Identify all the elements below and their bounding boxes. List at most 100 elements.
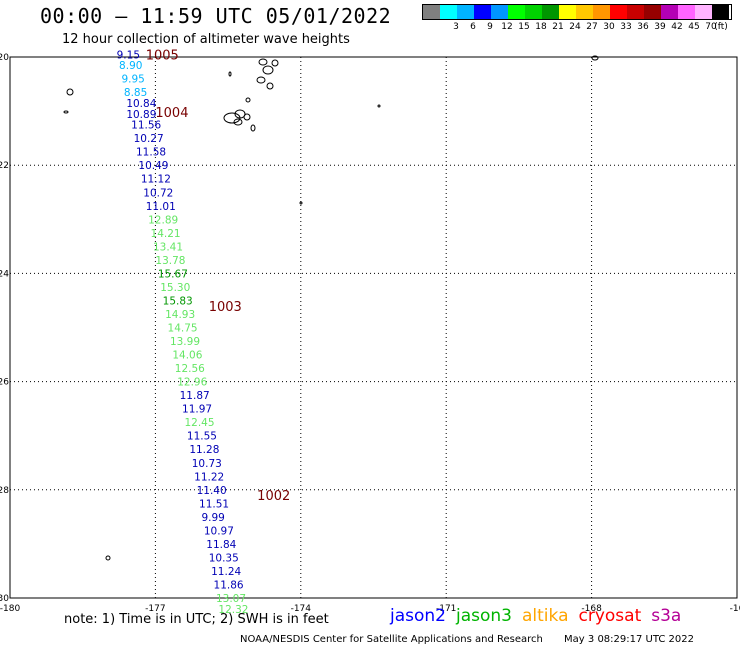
wave-height-label: 14.93 [165, 309, 195, 321]
map-title: 00:00 – 11:59 UTC 05/01/2022 [40, 4, 392, 28]
wave-height-label: 11.12 [141, 174, 171, 186]
wave-height-label: 12.32 [218, 604, 248, 616]
island-outline [250, 124, 256, 132]
wave-height-label: 10.27 [134, 133, 164, 145]
wave-height-label: 10.72 [143, 187, 173, 199]
island-outline [377, 104, 381, 108]
wave-height-label: 11.84 [206, 539, 236, 551]
legend-swatch [474, 5, 491, 19]
wave-height-label: 11.22 [194, 471, 224, 483]
wave-height-label: 12.56 [175, 363, 205, 375]
island-outline [66, 88, 74, 96]
satellite-s3a: s3a [651, 606, 682, 626]
wave-height-label: 11.55 [187, 431, 217, 443]
wave-height-label: 14.21 [151, 228, 181, 240]
wave-height-label: 12.96 [177, 377, 207, 389]
legend-swatch [423, 5, 440, 19]
wave-height-label: 11.87 [180, 390, 210, 402]
island-outline [591, 55, 599, 61]
wave-height-label: 11.28 [189, 444, 219, 456]
wave-height-label: 13.41 [153, 241, 183, 253]
island-outline [228, 71, 232, 77]
wave-height-label: 10.49 [138, 160, 168, 172]
wave-height-label: 10.89 [126, 109, 156, 121]
lon-tick-label: -16 [730, 604, 740, 614]
wave-height-label: 11.01 [146, 201, 176, 213]
wave-height-label: 15.83 [163, 295, 193, 307]
legend-tick-label: 36 [637, 22, 649, 32]
legend-swatch [627, 5, 644, 19]
wave-height-label: 10.35 [209, 552, 239, 564]
legend-tick-label: 12 [501, 22, 513, 32]
wave-height-label: 11.40 [197, 485, 227, 497]
legend-swatch [508, 5, 525, 19]
legend-tick-label: 6 [470, 22, 476, 32]
legend-tick-label: 30 [603, 22, 615, 32]
lon-tick-label: -171 [436, 604, 456, 614]
island-outline [256, 76, 266, 84]
island-outlines [63, 55, 599, 561]
legend-swatch [576, 5, 593, 19]
wave-height-label: 10.84 [126, 98, 156, 110]
wave-height-label: 11.24 [211, 566, 241, 578]
legend-swatch [593, 5, 610, 19]
wave-height-label: 9.99 [201, 512, 224, 524]
lat-tick-label: -26 [0, 378, 9, 388]
legend-swatch [440, 5, 457, 19]
wave-height-label: 11.86 [214, 579, 244, 591]
island-outline [105, 555, 111, 561]
credit-line: NOAA/NESDIS Center for Satellite Applica… [240, 634, 694, 645]
wave-height-label: 8.90 [119, 60, 142, 72]
wave-height-label: 15.30 [160, 282, 190, 294]
island-outline [299, 201, 303, 205]
legend-tick-label: 39 [654, 22, 666, 32]
wave-height-label: 10.73 [192, 458, 222, 470]
island-outline [233, 118, 243, 126]
legend-swatch [661, 5, 678, 19]
legend-tick-label: 3 [453, 22, 459, 32]
legend-unit: (ft) [714, 22, 728, 32]
legend-tick-label: 21 [552, 22, 564, 32]
legend-swatch [644, 5, 661, 19]
legend-swatch [542, 5, 559, 19]
legend-swatch [525, 5, 542, 19]
pressure-label: 1004 [155, 106, 188, 121]
satellite-altika: altika [522, 606, 569, 626]
lat-tick-label: -24 [0, 269, 9, 279]
wave-height-label: 9.95 [121, 74, 144, 86]
wave-height-label: 14.06 [172, 350, 202, 362]
credit-text: NOAA/NESDIS Center for Satellite Applica… [240, 634, 543, 645]
wave-height-label: 11.58 [136, 147, 166, 159]
wave-height-label: 13.07 [216, 593, 246, 605]
lon-tick-label: -180 [0, 604, 20, 614]
wave-height-label: 11.56 [131, 120, 161, 132]
footer-note: note: 1) Time is in UTC; 2) SWH is in fe… [64, 612, 329, 627]
axis-tick-labels: -180 -177 -174 -171 -168 -16 -20 -22 -24 -26 -28 -3… [0, 53, 740, 614]
island-outline [243, 113, 251, 121]
legend-tick-label: 9 [487, 22, 493, 32]
legend-swatch [712, 5, 729, 19]
plot-border [9, 56, 738, 599]
map-frame [9, 56, 738, 599]
wave-height-label: 12.45 [184, 417, 214, 429]
wave-height-label: 9.15 [117, 49, 140, 61]
wave-height-label: 14.75 [168, 323, 198, 335]
wave-height-label: 8.85 [124, 87, 147, 99]
lat-tick-label: -22 [0, 161, 9, 171]
wave-height-label: 15.67 [158, 268, 188, 280]
legend-tick-label: 33 [620, 22, 632, 32]
legend-tick-label: 15 [518, 22, 530, 32]
wave-height-label: 13.78 [155, 255, 185, 267]
lon-tick-label: -174 [291, 604, 312, 614]
pressure-label: 1002 [257, 489, 290, 504]
wave-height-label: 10.97 [204, 525, 234, 537]
satellite-legend: jason2 jason3 altika cryosat s3a [390, 606, 691, 626]
wave-height-label: 12.89 [148, 214, 178, 226]
legend-tick-label: 18 [535, 22, 547, 32]
legend-swatch [457, 5, 474, 19]
island-outline [63, 110, 69, 114]
island-outline [262, 65, 274, 75]
pressure-label: 1005 [146, 48, 179, 63]
legend-swatch [678, 5, 695, 19]
